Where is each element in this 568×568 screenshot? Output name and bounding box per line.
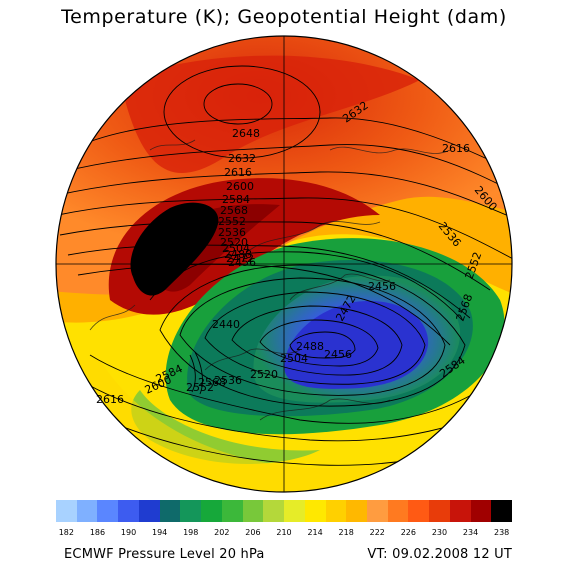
colorbar-tick-label: 210 [276,528,292,537]
colorbar-cell [367,500,388,522]
contour-label: 2440 [212,318,240,331]
map-frame [55,35,513,493]
colorbar-cell [449,500,471,522]
colorbar-tick-label: 226 [400,528,416,537]
contour-label: 2456 [228,256,256,269]
level-caption: ECMWF Pressure Level 20 hPa [64,547,265,562]
colorbar-tick-label: 186 [89,528,106,537]
contour-label: 2536 [214,374,242,387]
colorbar-cell [263,500,285,522]
colorbar-tick-labels: 182 186 190 194 198 202 206 210 214 218 222 226 230 2… [56,528,512,540]
contour-label: 2616 [224,166,252,179]
contour-label: 2568 [198,376,226,389]
colorbar-tick-label: 194 [151,528,168,537]
colorbar-tick-label: 198 [183,528,199,537]
colorbar-cell [470,500,492,522]
colorbar-tick-label: 182 [58,528,74,537]
colorbar-cell [180,500,202,522]
colorbar-cell [491,500,513,522]
contour-label: 2472 [226,252,254,265]
colorbar-cell [304,500,326,522]
colorbar-tick-label: 190 [120,528,137,537]
contour-label: 2536 [218,226,246,239]
temperature-colorbar [56,499,513,522]
colorbar-cell [201,500,222,522]
colorbar-cell [159,500,181,522]
contour-label: 2632 [228,152,256,165]
colorbar-cell [429,500,450,522]
contour-label: 2616 [442,142,470,155]
contour-label: 2504 [222,242,250,255]
contour-label: 2600 [226,180,254,193]
colorbar-cell [118,500,139,522]
colorbar-cell [97,500,119,522]
contour-label: 2488 [296,340,324,353]
colorbar-cell [408,500,430,522]
colorbar-cell [221,500,243,522]
contour-label: 2584 [222,193,250,206]
colorbar-cell [138,500,160,522]
contour-label: 2568 [220,204,248,217]
colorbar-tick-label: 238 [493,528,510,537]
contour-label: 2456 [324,348,352,361]
contour-label: 2552 [218,215,246,228]
colorbar-tick-label: 230 [431,528,448,537]
colorbar-tick-label: 206 [245,528,261,537]
contour-label: 2648 [232,127,260,140]
map-title: Temperature (K); Geopotential Height (da… [61,6,507,28]
colorbar-cell [284,500,305,522]
contour-label: 2520 [250,368,278,381]
contour-label: 2456 [368,280,396,293]
temperature-field [56,36,512,492]
contour-label: 2520 [220,236,248,249]
colorbar-cell [325,500,347,522]
contour-label: 2616 [96,393,124,406]
colorbar-cell [76,500,98,522]
colorbar-cell [387,500,409,522]
colorbar-tick-label: 234 [462,528,479,537]
colorbar-tick-label: 214 [307,528,323,537]
colorbar-cell [242,500,264,522]
colorbar-tick-label: 202 [214,528,230,537]
valid-time-caption: VT: 09.02.2008 12 UT [367,547,512,562]
contour-label: 2488 [224,248,252,261]
colorbar-tick-label: 218 [338,528,354,537]
colorbar-tick-label: 222 [369,528,385,537]
contour-label: 2504 [280,352,308,365]
colorbar-cell [56,500,77,522]
colorbar-cell [346,500,368,522]
contour-label: 2552 [186,381,214,394]
